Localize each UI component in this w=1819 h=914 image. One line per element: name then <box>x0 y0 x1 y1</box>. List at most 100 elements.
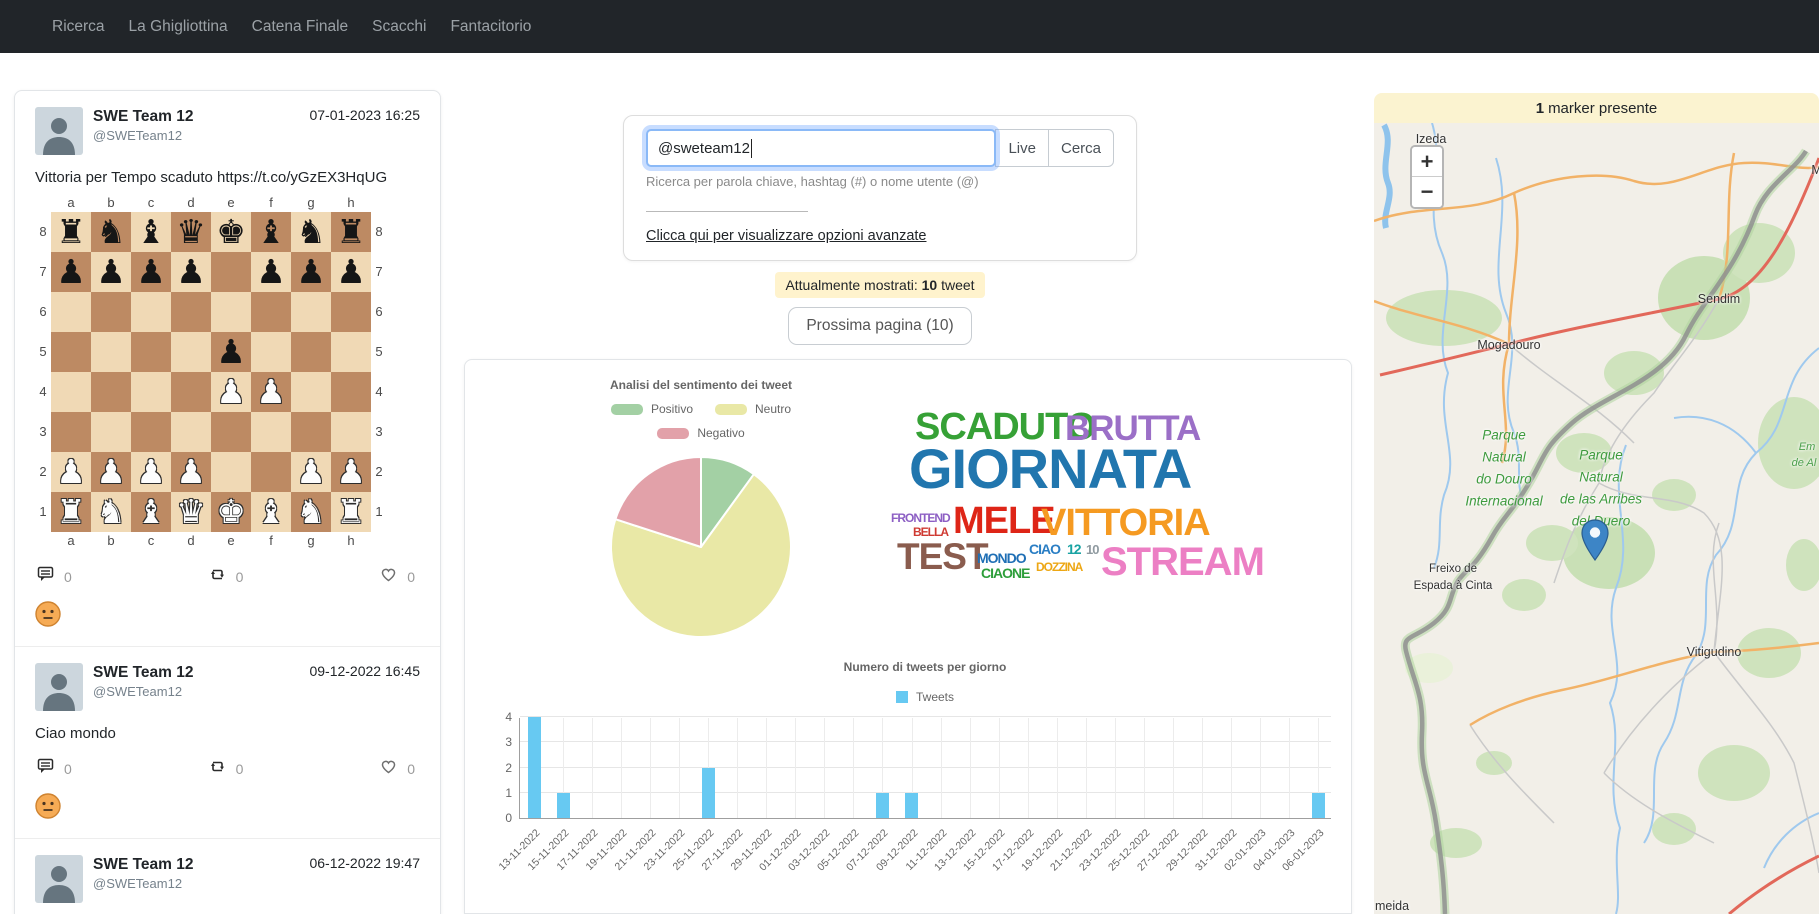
like-icon <box>378 756 399 781</box>
live-button[interactable]: Live <box>995 129 1049 167</box>
wordcloud-word: SCADUTO <box>915 406 1096 448</box>
black-pawn-piece: ♟ <box>256 252 286 291</box>
board-square <box>171 292 211 332</box>
tweet-card-2: SWE Team 12 @SWETeam12 09-12-2022 16:45 Cia… <box>15 647 440 839</box>
nav-fantacitorio[interactable]: Fantacitorio <box>450 17 532 35</box>
gridline-x <box>650 718 652 818</box>
wordcloud-word: GIORNATA <box>909 437 1192 500</box>
board-rank-label: 7 <box>39 264 47 279</box>
sentiment-pie-chart: Analisi del sentimento dei tweet Positiv… <box>561 378 841 647</box>
white-pawn-piece: ♟ <box>296 452 326 491</box>
wordcloud-word: DOZZINA <box>1036 560 1083 574</box>
reply-count: 0 <box>64 760 72 777</box>
reply-button[interactable]: 0 <box>35 564 72 589</box>
bar-25-11-2022 <box>701 767 715 818</box>
legend-item-neutro[interactable]: Neutro <box>715 402 791 416</box>
black-pawn-piece: ♟ <box>296 252 326 291</box>
next-page-button[interactable]: Prossima pagina (10) <box>788 307 972 345</box>
retweet-count: 0 <box>235 760 244 777</box>
board-file-label: h <box>347 533 355 548</box>
legend-item-positivo[interactable]: Positivo <box>610 402 693 416</box>
board-square <box>251 452 291 492</box>
y-axis-tick-label: 3 <box>505 735 512 750</box>
board-square: ♞ <box>91 212 131 252</box>
board-square: ♞ <box>291 212 331 252</box>
nav-la-ghigliottina[interactable]: La Ghigliottina <box>128 17 228 35</box>
charts-card: Analisi del sentimento dei tweet Positiv… <box>464 359 1352 914</box>
board-square <box>171 332 211 372</box>
board-file-label: e <box>227 533 235 548</box>
search-input[interactable]: @sweteam12 <box>646 129 997 167</box>
barchart-legend: Tweets <box>519 690 1331 704</box>
zoom-out-button[interactable]: − <box>1412 177 1442 207</box>
black-pawn-piece: ♟ <box>176 252 206 291</box>
board-square <box>251 292 291 332</box>
zoom-in-button[interactable]: + <box>1412 147 1442 177</box>
reply-count: 0 <box>64 568 72 585</box>
search-input-value: @sweteam12 <box>658 139 750 157</box>
board-rank-label: 2 <box>375 464 383 479</box>
advanced-options-link[interactable]: Clicca qui per visualizzare opzioni avan… <box>646 228 927 244</box>
nav-scacchi[interactable]: Scacchi <box>372 17 427 35</box>
legend-item-negativo[interactable]: Negativo <box>657 426 745 440</box>
wordcloud-word: MONDO <box>977 550 1027 566</box>
board-square <box>91 332 131 372</box>
gridline-x <box>766 718 768 818</box>
board-rank-label: 8 <box>375 224 383 239</box>
retweet-icon <box>207 756 228 781</box>
gridline-x <box>969 718 971 818</box>
like-button[interactable]: 0 <box>378 564 415 589</box>
board-square: ♝ <box>251 492 291 532</box>
reply-icon <box>35 756 56 781</box>
like-count: 0 <box>407 760 415 777</box>
board-file-label: h <box>347 195 355 210</box>
gridline-x <box>795 718 797 818</box>
white-knight-piece: ♞ <box>296 492 326 531</box>
map-marker-icon[interactable] <box>1581 519 1609 561</box>
board-square: ♟ <box>171 452 211 492</box>
like-button[interactable]: 0 <box>378 756 415 781</box>
board-square <box>291 372 331 412</box>
gridline-x <box>853 718 855 818</box>
sentiment-emoji-neutral-face <box>35 793 420 824</box>
board-square <box>331 372 371 412</box>
board-rank-label: 3 <box>39 424 47 439</box>
marker-count: 1 <box>1535 99 1545 117</box>
board-square <box>251 412 291 452</box>
board-square <box>51 332 91 372</box>
tweet-timestamp: 06-12-2022 19:47 <box>309 855 420 871</box>
wordcloud-word: TEST <box>897 536 989 577</box>
board-square <box>131 412 171 452</box>
tweet-text: Ciao mondo <box>35 725 116 742</box>
sentiment-emoji-neutral-face <box>35 601 420 632</box>
board-square <box>211 292 251 332</box>
board-square: ♞ <box>91 492 131 532</box>
board-square: ♛ <box>171 212 211 252</box>
board-square: ♜ <box>331 492 371 532</box>
retweet-button[interactable]: 0 <box>207 564 243 589</box>
board-square: ♟ <box>251 252 291 292</box>
board-square <box>51 292 91 332</box>
cerca-button[interactable]: Cerca <box>1047 129 1114 167</box>
nav-ricerca[interactable]: Ricerca <box>52 17 105 35</box>
retweet-button[interactable]: 0 <box>207 756 244 781</box>
board-square <box>91 292 131 332</box>
nav-catena-finale[interactable]: Catena Finale <box>251 17 349 35</box>
reply-button[interactable]: 0 <box>35 756 72 781</box>
board-square: ♟ <box>131 452 171 492</box>
board-rank-label: 4 <box>39 384 47 399</box>
like-icon <box>378 564 399 589</box>
board-square: ♝ <box>251 212 291 252</box>
board-square: ♟ <box>331 252 371 292</box>
board-rank-label: 1 <box>39 504 47 519</box>
black-king-piece: ♚ <box>216 212 246 251</box>
legend-label: Neutro <box>755 402 792 416</box>
gridline-x <box>1289 718 1290 818</box>
board-square <box>331 412 371 452</box>
board-square: ♟ <box>51 252 91 292</box>
gridline-x <box>1318 718 1319 818</box>
tweet-actions: 0 0 0 <box>35 756 415 781</box>
board-rank-label: 7 <box>375 264 383 279</box>
map-canvas[interactable]: + − IzedaMiSendimMogadouroVitigudinomeid… <box>1374 122 1819 914</box>
gridline-x <box>1085 718 1087 818</box>
